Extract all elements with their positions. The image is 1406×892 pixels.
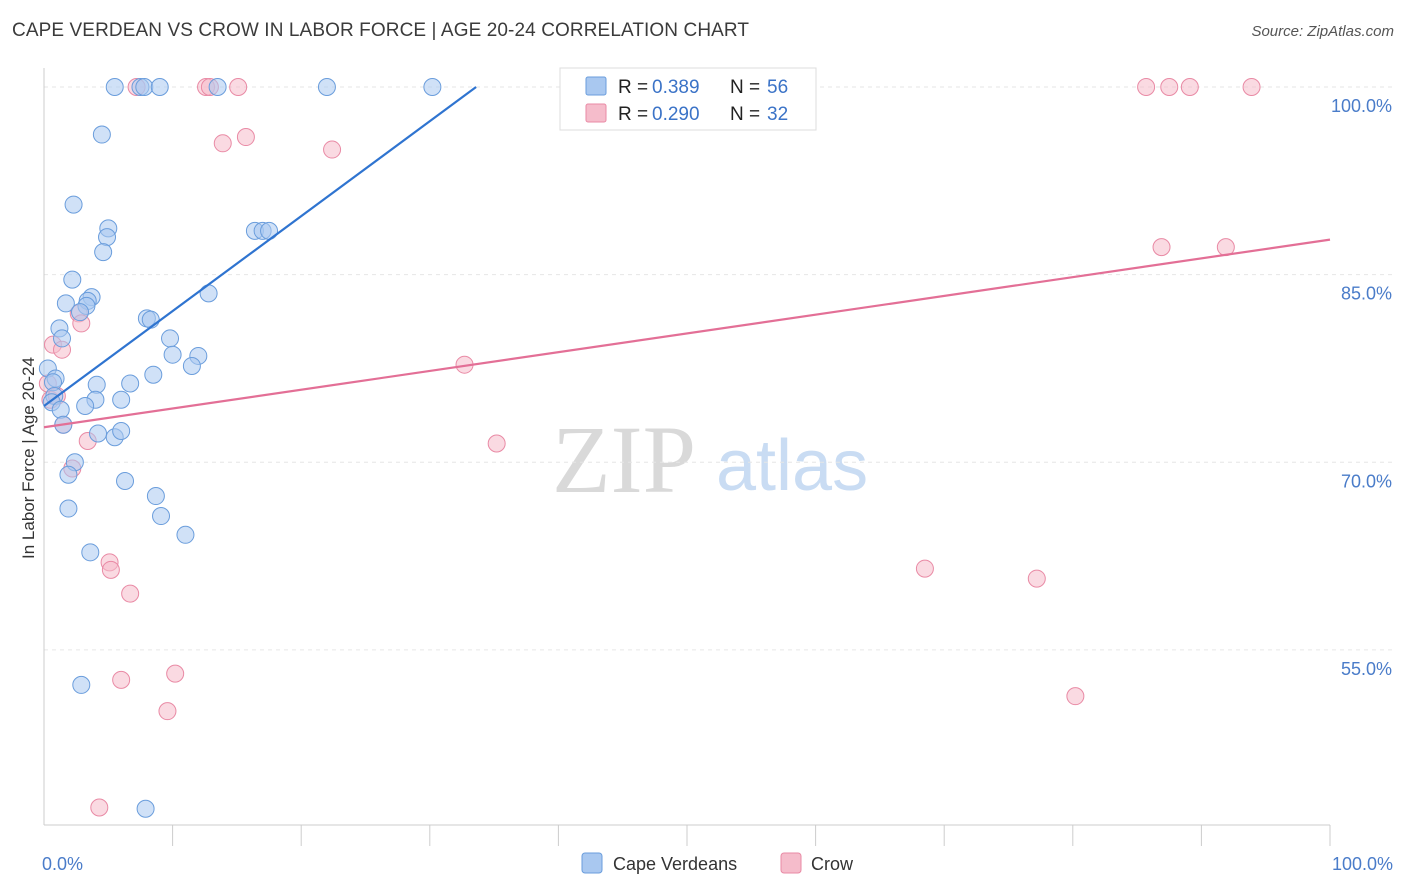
crow-point — [1160, 78, 1179, 97]
cape-verdean-point — [98, 228, 117, 247]
bottom-legend-swatch-pink — [780, 852, 802, 874]
cape-verdean-point — [92, 125, 111, 144]
cape-verdean-point — [89, 424, 108, 443]
cape-verdean-point — [141, 310, 160, 329]
cape-verdean-point — [112, 390, 131, 409]
y-tick-labels: 100.0% 85.0% 70.0% 55.0% — [1331, 96, 1392, 679]
crow-point — [1242, 78, 1261, 97]
cape-verdean-point — [182, 356, 201, 375]
cape-verdean-point — [208, 78, 227, 97]
cape-verdean-point — [59, 499, 78, 518]
bottom-legend-swatch-blue — [581, 852, 603, 874]
cape-verdean-point — [144, 365, 163, 384]
y-axis-label: In Labor Force | Age 20-24 — [19, 357, 38, 559]
crow-point — [158, 702, 177, 721]
cape-verdean-point — [59, 465, 78, 484]
cape-verdean-point — [94, 243, 113, 262]
cape-verdean-point — [150, 78, 169, 97]
cape-verdean-point — [116, 472, 135, 491]
cape-verdean-point — [81, 543, 100, 562]
crow-point — [166, 664, 185, 683]
cape-verdean-point — [135, 78, 154, 97]
cape-verdean-point — [76, 396, 95, 415]
cape-verdean-point — [72, 675, 91, 694]
bottom-legend-label-blue: Cape Verdeans — [613, 854, 737, 874]
crow-point — [112, 670, 131, 689]
cape-verdean-point — [87, 375, 106, 394]
crow-point — [323, 140, 342, 159]
crow-point — [1180, 78, 1199, 97]
cape-verdean-point — [56, 294, 75, 313]
cape-verdean-point — [121, 374, 140, 393]
legend-n-label-blue: N = — [730, 77, 760, 98]
x-tick-label: 100.0% — [1332, 854, 1393, 874]
crow-point — [487, 434, 506, 453]
y-tick-label: 85.0% — [1341, 284, 1392, 304]
crow-point — [915, 559, 934, 578]
crow-point — [1066, 687, 1085, 706]
cape-verdean-point — [152, 507, 171, 526]
cape-verdean-trend-line — [43, 86, 477, 407]
legend-r-value-blue: 0.389 — [652, 77, 700, 98]
cape-verdean-point — [317, 78, 336, 97]
x-tick-label: 0.0% — [42, 854, 83, 874]
watermark-zip: ZIP — [552, 406, 696, 513]
cape-verdean-point — [53, 329, 72, 348]
cape-verdean-point — [63, 270, 82, 289]
crow-trend-line — [43, 238, 1331, 429]
legend-r-label-pink: R = — [618, 104, 648, 125]
cape-verdean-point — [64, 195, 83, 214]
y-tick-label: 70.0% — [1341, 471, 1392, 491]
cape-verdean-point — [199, 284, 218, 303]
cape-verdean-point — [112, 421, 131, 440]
legend-n-value-pink: 32 — [767, 104, 788, 125]
legend-r-label-blue: R = — [618, 77, 648, 98]
bottom-legend-label-pink: Crow — [811, 854, 854, 874]
cape-verdean-point — [51, 400, 70, 419]
crow-point — [1027, 569, 1046, 588]
watermark-atlas: atlas — [716, 426, 868, 506]
legend-n-value-blue: 56 — [767, 77, 788, 98]
x-tick-labels: 0.0% 100.0% — [42, 854, 1393, 874]
trend-lines — [43, 86, 1331, 429]
cape-verdean-point — [136, 799, 155, 818]
crow-point — [90, 798, 109, 817]
chart-title: CAPE VERDEAN VS CROW IN LABOR FORCE | AG… — [12, 20, 750, 41]
cape-verdean-point — [176, 525, 195, 544]
crow-point — [236, 128, 255, 147]
cape-verdean-point — [163, 345, 182, 364]
cape-verdean-point — [423, 78, 442, 97]
crow-point — [1137, 78, 1156, 97]
crow-point — [229, 78, 248, 97]
y-tick-label: 55.0% — [1341, 659, 1392, 679]
cape-verdean-point — [105, 78, 124, 97]
legend-r-value-pink: 0.290 — [652, 104, 700, 125]
correlation-legend: R = 0.389 N = 56 R = 0.290 N = 32 — [559, 67, 817, 131]
legend-swatch-blue — [585, 76, 607, 96]
cape-verdean-point — [71, 303, 90, 322]
crow-point — [1152, 238, 1171, 257]
crow-point — [101, 560, 120, 579]
source-credit: Source: ZipAtlas.com — [1251, 23, 1394, 40]
y-tick-label: 100.0% — [1331, 96, 1392, 116]
series-legend: Cape Verdeans Crow — [581, 852, 854, 874]
crow-point — [121, 584, 140, 603]
crow-point — [213, 134, 232, 153]
cape-verdean-points — [38, 78, 442, 818]
legend-swatch-pink — [585, 103, 607, 123]
gridlines — [44, 86, 1394, 651]
cape-verdean-point — [146, 487, 165, 506]
legend-n-label-pink: N = — [730, 104, 760, 125]
axes — [43, 68, 1331, 846]
cape-verdean-point — [161, 329, 180, 348]
